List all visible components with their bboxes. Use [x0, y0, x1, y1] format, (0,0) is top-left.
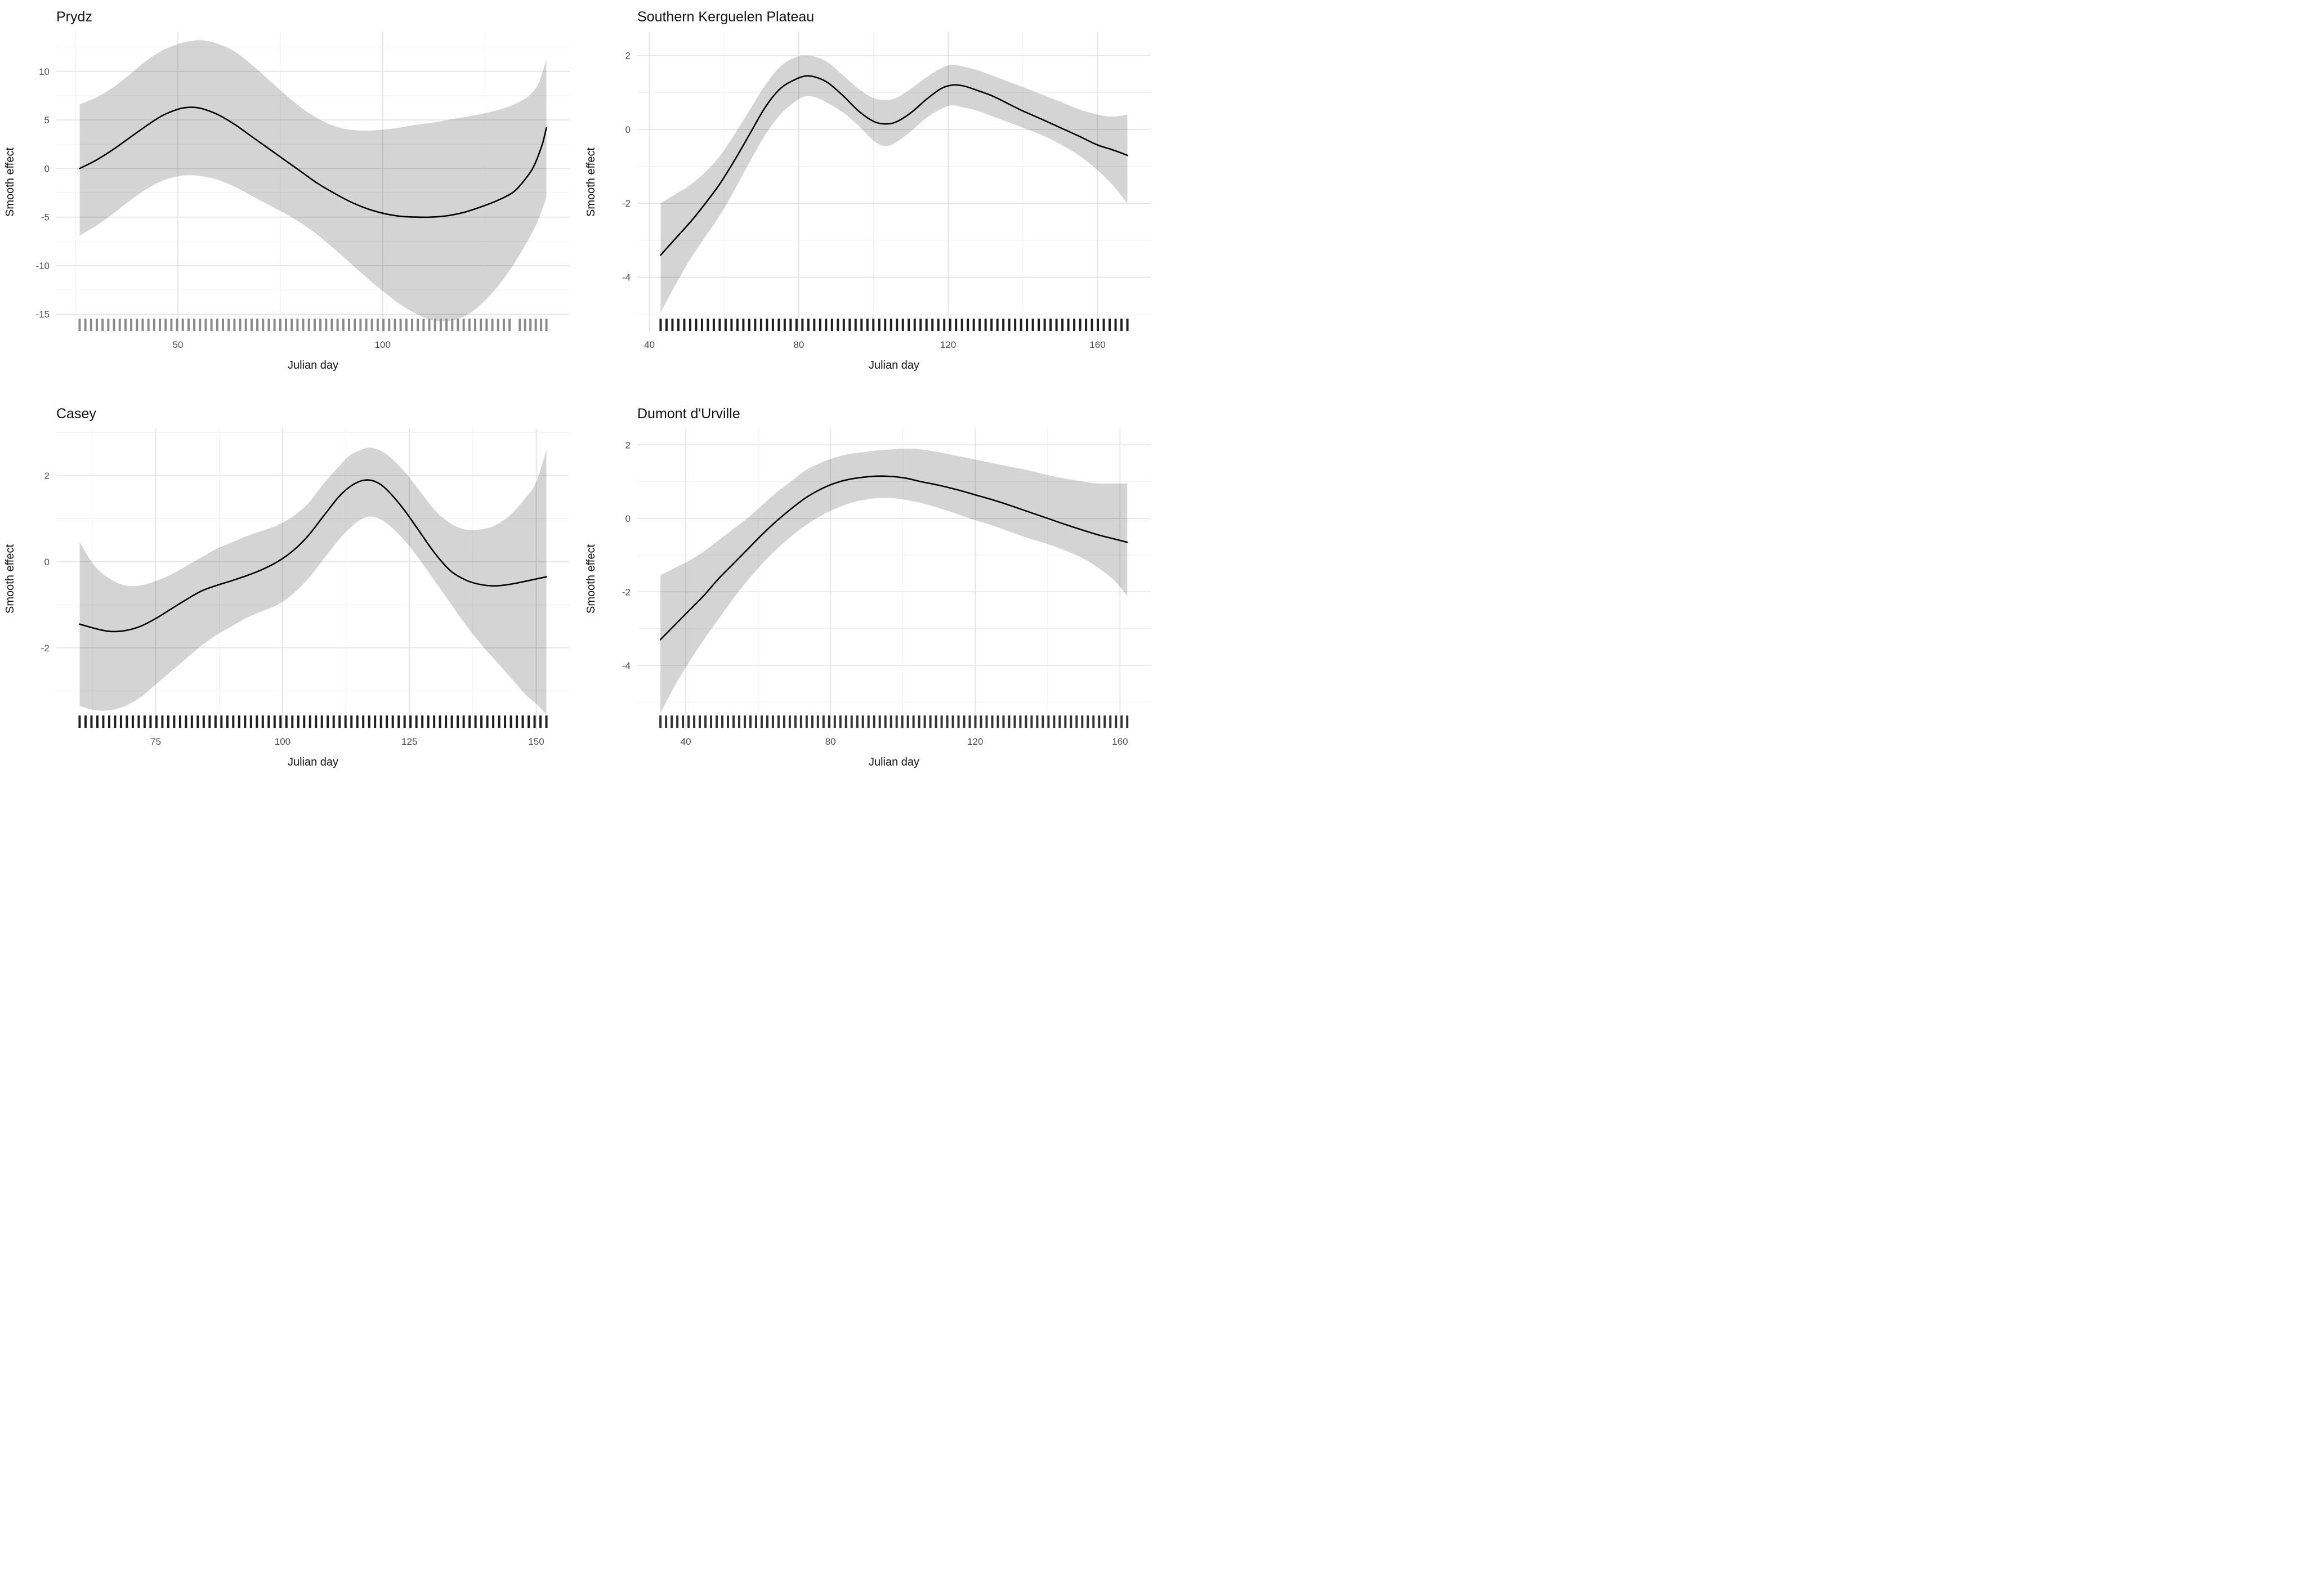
gridlines-minor [637, 32, 1151, 333]
svg-text:160: 160 [1089, 339, 1105, 350]
svg-text:-10: -10 [35, 261, 50, 271]
gridlines-minor [637, 428, 1151, 730]
svg-text:2: 2 [625, 440, 631, 450]
svg-text:80: 80 [793, 339, 804, 350]
x-axis-label: Julian day [869, 756, 919, 768]
x-axis-label: Julian day [288, 359, 338, 372]
svg-text:120: 120 [940, 339, 956, 350]
panel-dumont-durville: Dumont d'Urville 40 80 120 160 -4 -2 0 2 Julian … [581, 397, 1162, 794]
smooth-line [79, 106, 547, 218]
svg-text:100: 100 [374, 339, 390, 350]
tick-labels: 40 80 120 160 -4 -2 0 2 [622, 51, 1106, 350]
svg-text:0: 0 [625, 513, 631, 524]
svg-text:2: 2 [44, 471, 50, 481]
svg-text:0: 0 [625, 124, 631, 135]
svg-text:-15: -15 [35, 309, 50, 320]
plot-dumont-durville: 40 80 120 160 -4 -2 0 2 Julian day Smooth effect [585, 428, 1151, 768]
tick-labels: 40 80 120 160 -4 -2 0 2 [622, 440, 1128, 747]
svg-text:5: 5 [44, 115, 50, 126]
svg-text:-2: -2 [622, 587, 631, 597]
svg-text:120: 120 [967, 736, 983, 747]
panel-title-southern-kerguelen-plateau: Southern Kerguelen Plateau [637, 9, 815, 25]
svg-text:0: 0 [44, 557, 50, 567]
panel-southern-kerguelen-plateau: Southern Kerguelen Plateau 40 80 120 160 -4 -… [581, 0, 1162, 397]
gridlines-minor [56, 32, 570, 333]
smooth-line [660, 75, 1128, 256]
panel-title-dumont-durville: Dumont d'Urville [637, 406, 740, 422]
svg-text:160: 160 [1112, 736, 1128, 747]
tick-labels: 50 100 -15 -10 -5 0 5 10 [35, 66, 390, 350]
rug-marks [659, 715, 1129, 728]
confidence-ribbon [660, 448, 1128, 713]
svg-text:40: 40 [644, 339, 655, 350]
x-axis-label: Julian day [288, 756, 338, 768]
svg-text:50: 50 [173, 339, 184, 350]
smooth-line [659, 475, 1128, 641]
svg-text:-4: -4 [622, 272, 631, 283]
panel-title-prydz: Prydz [56, 9, 92, 25]
svg-text:-5: -5 [41, 212, 50, 223]
rug-marks [78, 319, 548, 331]
svg-text:75: 75 [150, 736, 161, 747]
svg-text:150: 150 [528, 736, 544, 747]
svg-text:0: 0 [44, 163, 50, 174]
svg-text:100: 100 [275, 736, 290, 747]
svg-text:80: 80 [825, 736, 836, 747]
gridlines-major [637, 32, 1151, 333]
gridlines-major [56, 428, 570, 730]
y-axis-label: Smooth effect [585, 544, 597, 614]
panel-title-casey: Casey [56, 406, 96, 422]
panel-prydz: Prydz 50 100 -15 -10 -5 0 5 10 Julian day Smooth … [0, 0, 581, 397]
svg-text:125: 125 [401, 736, 417, 747]
svg-text:2: 2 [625, 51, 631, 61]
plot-casey: 75 100 125 150 -2 0 2 Julian day Smooth effect [4, 428, 570, 768]
svg-text:10: 10 [39, 66, 50, 77]
y-axis-label: Smooth effect [4, 147, 16, 217]
smooth-effect-figure: Prydz 50 100 -15 -10 -5 0 5 10 Julian day Smooth … [0, 0, 1162, 794]
x-axis-label: Julian day [869, 359, 919, 372]
svg-text:40: 40 [681, 736, 691, 747]
gridlines-major [56, 32, 570, 333]
rug-marks [78, 715, 548, 728]
gridlines-minor [56, 428, 570, 730]
gridlines-major [637, 428, 1151, 730]
svg-text:-2: -2 [622, 198, 631, 209]
svg-text:-4: -4 [622, 660, 631, 671]
smooth-line [79, 479, 547, 633]
tick-labels: 75 100 125 150 -2 0 2 [41, 471, 544, 747]
rug-marks [659, 319, 1129, 331]
svg-text:-2: -2 [41, 643, 50, 654]
y-axis-label: Smooth effect [4, 544, 16, 614]
plot-southern-kerguelen-plateau: 40 80 120 160 -4 -2 0 2 Julian day Smooth effect [585, 32, 1151, 372]
y-axis-label: Smooth effect [585, 147, 597, 217]
confidence-ribbon [79, 448, 547, 715]
panel-casey: Casey 75 100 125 150 -2 0 2 Julian day Smooth ef… [0, 397, 581, 794]
confidence-ribbon [660, 55, 1128, 312]
plot-prydz: 50 100 -15 -10 -5 0 5 10 Julian day Smooth effect [4, 32, 570, 372]
